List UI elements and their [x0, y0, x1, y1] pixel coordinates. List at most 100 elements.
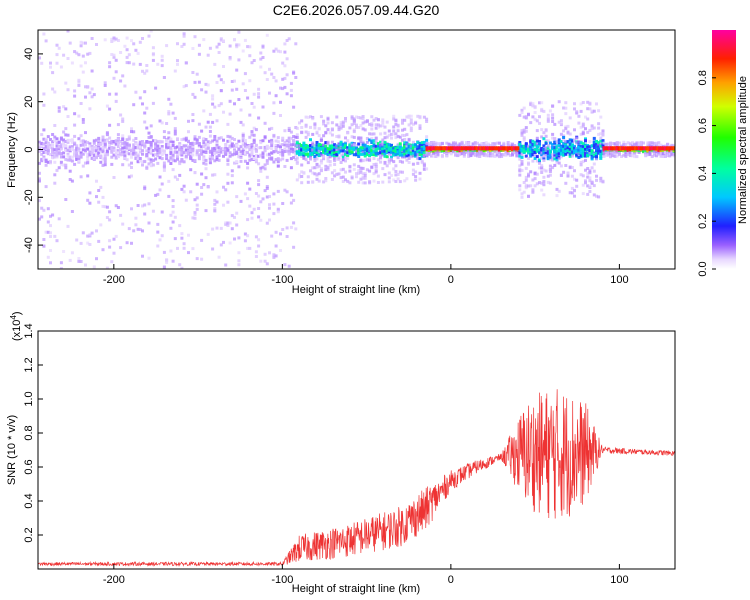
spectrogram-cell — [263, 71, 267, 75]
spectrogram-cell — [564, 144, 568, 148]
spectrogram-cell — [520, 155, 524, 159]
spectrogram-cell — [197, 135, 201, 139]
spectrogram-cell — [442, 146, 446, 151]
spectrogram-cell — [121, 153, 125, 157]
spectrogram-cell — [344, 152, 347, 156]
spectrogram-cell — [103, 152, 107, 156]
spectrogram-cell — [544, 129, 548, 133]
spectrogram-cell — [531, 115, 535, 119]
spectrogram-cell — [252, 207, 256, 211]
spectrogram-cell — [405, 145, 409, 149]
spectrogram-cell — [73, 154, 77, 158]
spectrogram-cell — [586, 107, 590, 111]
spectrogram-cell — [317, 146, 321, 150]
spectrogram-cell — [520, 195, 524, 199]
spectrogram-cell — [309, 169, 312, 173]
spectrogram-cell — [317, 149, 321, 153]
spectrogram-cell — [613, 150, 617, 154]
spectrogram-cell — [555, 158, 559, 162]
spectrogram-cell — [208, 46, 212, 50]
spectrogram-cell — [527, 184, 530, 188]
spectrogram-cell — [422, 167, 426, 171]
spectrogram-cell — [79, 40, 83, 44]
spectrogram-cell — [250, 151, 254, 155]
spectrogram-cell — [542, 147, 546, 151]
spectrogram-cell — [564, 164, 568, 167]
spectrogram-cell — [372, 147, 376, 151]
spectrogram-cell — [213, 135, 217, 138]
spectrogram-cell — [491, 143, 495, 147]
spectrogram-cell — [324, 144, 328, 148]
spectrogram-cell — [503, 146, 507, 151]
spectrogram-cell — [228, 221, 232, 225]
spectrogram-cell — [422, 154, 426, 158]
spectrogram-cell — [390, 150, 393, 154]
spectrogram-cell — [621, 146, 625, 151]
spectrogram-cell — [506, 143, 510, 146]
spectrogram-cell — [655, 150, 659, 154]
spectrogram-cell — [535, 145, 539, 148]
spectrogram-cell — [59, 160, 63, 164]
spectrogram-cell — [511, 144, 514, 148]
spectrogram-cell — [551, 166, 555, 170]
spectrogram-cell — [597, 151, 601, 155]
spectrogram-cell — [222, 150, 225, 154]
spectrogram-cell — [263, 252, 267, 256]
spectrogram-cell — [213, 159, 217, 163]
spectrogram-cell — [237, 259, 241, 263]
spectrogram-cell — [557, 150, 561, 154]
spectrogram-cell — [330, 151, 334, 155]
spectrogram-cell — [601, 143, 605, 147]
spectrogram-cell — [610, 146, 613, 151]
spectrogram-cell — [551, 158, 555, 162]
spectrogram-cell — [486, 142, 490, 146]
spectrogram-cell — [533, 106, 537, 110]
spectrogram-cell — [477, 146, 481, 151]
snr-y-label: SNR (10 * v/v) — [6, 415, 18, 485]
spectrogram-cell — [531, 159, 535, 163]
spectrogram-cell — [573, 177, 576, 181]
spectrogram-cell — [136, 160, 140, 164]
spectrogram-cell — [64, 166, 68, 170]
spectrogram-cell — [566, 149, 570, 153]
spectrogram-cell — [608, 146, 612, 151]
spectrogram-cell — [127, 143, 131, 147]
spectrogram-cell — [642, 149, 645, 153]
spectrogram-cell — [42, 137, 46, 141]
spectrogram-cell — [330, 133, 334, 137]
spectrogram-cell — [233, 152, 236, 156]
spectrogram-cell — [392, 149, 396, 153]
spectrogram-cell — [204, 158, 208, 162]
spectrogram-cell — [635, 155, 639, 159]
spectrogram-cell — [577, 140, 581, 144]
spectrogram-cell — [394, 146, 398, 150]
spectrogram-cell — [257, 238, 261, 242]
spectrogram-cell — [309, 152, 312, 155]
spectrogram-cell — [527, 144, 530, 148]
spectrogram-cell — [191, 113, 195, 116]
spectrogram-cell — [95, 152, 98, 156]
spectrogram-cell — [484, 144, 488, 148]
spectrogram-cell — [590, 127, 594, 131]
spectrogram-cell — [326, 128, 330, 132]
spectrogram-cell — [230, 174, 234, 178]
spectrogram-cell — [206, 140, 210, 144]
spectrogram-cell — [123, 146, 127, 150]
spectrogram-cell — [527, 157, 530, 160]
spectrogram-cell — [602, 141, 606, 145]
spectrogram-cell — [562, 153, 566, 157]
spectrogram-cell — [173, 69, 177, 73]
spectrogram-cell — [246, 166, 250, 170]
spectrogram-cell — [55, 151, 59, 155]
spectrogram-cell — [564, 181, 568, 185]
spectrogram-cell — [228, 151, 232, 155]
spectrogram-cell — [213, 173, 217, 177]
spectrogram-cell — [95, 257, 98, 261]
spectrogram-cell — [254, 235, 258, 239]
spectrogram-cell — [176, 155, 179, 159]
spectrogram-cell — [59, 145, 63, 149]
spectrogram-cell — [77, 155, 81, 159]
snr-multiplier: (x104) — [9, 311, 23, 341]
spectrogram-cell — [202, 161, 206, 165]
spectrogram-cell — [611, 151, 615, 155]
